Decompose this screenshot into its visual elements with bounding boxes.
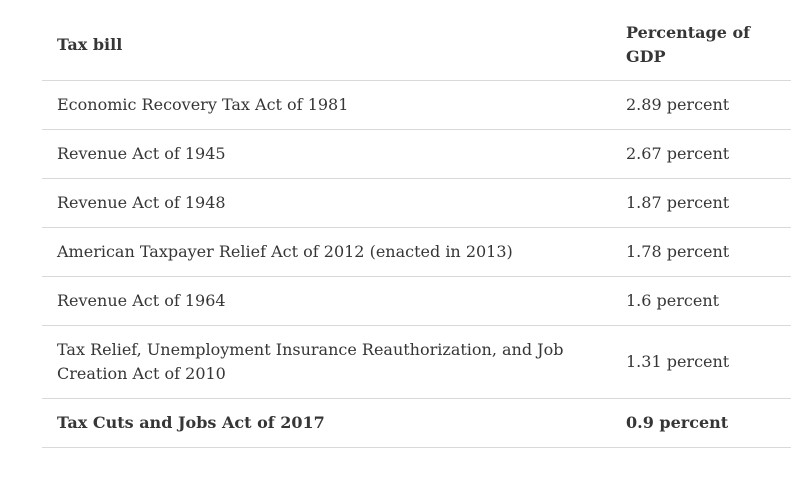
column-header-percentage-gdp: Percentage of GDP <box>626 10 791 81</box>
tax-bill-table: Tax bill Percentage of GDP Economic Reco… <box>42 10 791 448</box>
cell-tax-bill: American Taxpayer Relief Act of 2012 (en… <box>42 227 626 277</box>
table-container: Tax bill Percentage of GDP Economic Reco… <box>42 10 791 448</box>
table-row: American Taxpayer Relief Act of 2012 (en… <box>42 227 791 277</box>
cell-tax-bill: Economic Recovery Tax Act of 1981 <box>42 80 626 130</box>
cell-percentage-gdp: 1.31 percent <box>626 325 791 399</box>
cell-percentage-gdp: 2.67 percent <box>626 129 791 179</box>
cell-percentage-gdp: 1.6 percent <box>626 276 791 326</box>
table-row: Revenue Act of 1964 1.6 percent <box>42 276 791 326</box>
column-header-tax-bill: Tax bill <box>42 10 626 81</box>
cell-percentage-gdp: 0.9 percent <box>626 398 791 448</box>
cell-tax-bill: Revenue Act of 1945 <box>42 129 626 179</box>
table-header: Tax bill Percentage of GDP <box>42 10 791 81</box>
cell-percentage-gdp: 1.78 percent <box>626 227 791 277</box>
cell-percentage-gdp: 1.87 percent <box>626 178 791 228</box>
table-row: Revenue Act of 1948 1.87 percent <box>42 178 791 228</box>
table-body: Economic Recovery Tax Act of 1981 2.89 pe… <box>42 80 791 448</box>
table-row: Revenue Act of 1945 2.67 percent <box>42 129 791 179</box>
cell-tax-bill: Tax Relief, Unemployment Insurance Reaut… <box>42 325 626 399</box>
table-row: Tax Cuts and Jobs Act of 2017 0.9 percent <box>42 398 791 448</box>
cell-tax-bill: Tax Cuts and Jobs Act of 2017 <box>42 398 626 448</box>
table-row: Tax Relief, Unemployment Insurance Reaut… <box>42 325 791 399</box>
table-row: Economic Recovery Tax Act of 1981 2.89 pe… <box>42 80 791 130</box>
header-row: Tax bill Percentage of GDP <box>42 10 791 81</box>
cell-tax-bill: Revenue Act of 1948 <box>42 178 626 228</box>
cell-percentage-gdp: 2.89 percent <box>626 80 791 130</box>
cell-tax-bill: Revenue Act of 1964 <box>42 276 626 326</box>
